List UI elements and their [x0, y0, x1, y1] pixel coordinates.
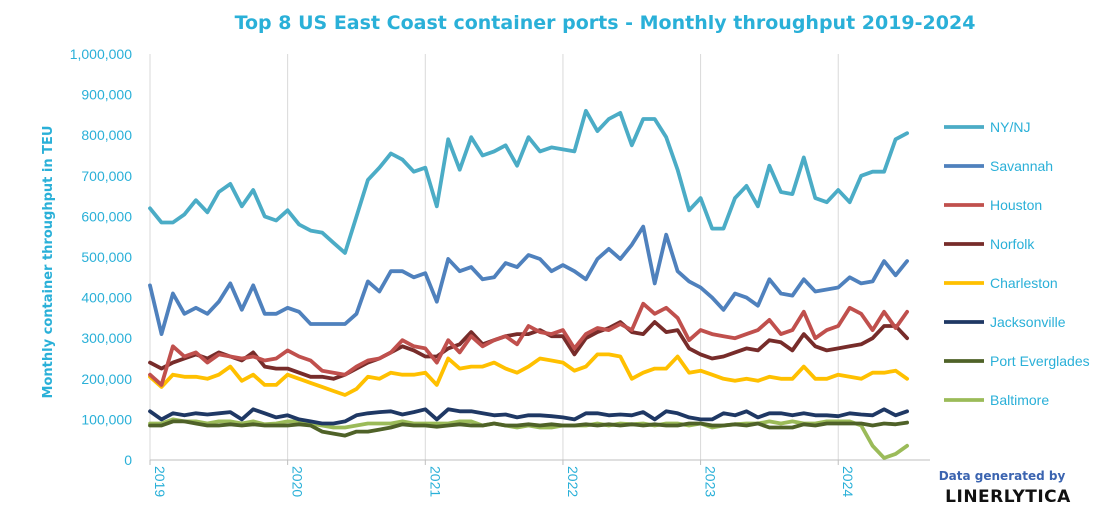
legend-label-norfolk: Norfolk [990, 236, 1035, 252]
y-tick-300,000: 300,000 [81, 330, 132, 346]
y-axis-label: Monthly container throughput in TEU [41, 126, 56, 399]
x-tick-2022: 2022 [565, 466, 581, 497]
x-tick-2023: 2023 [703, 466, 719, 497]
legend: NY/NJ Savannah Houston Norfolk Charleston Jac… [944, 119, 1090, 408]
legend-label-houston: Houston [990, 197, 1042, 213]
y-tick-600,000: 600,000 [81, 208, 132, 224]
x-tick-labels: 2019 2020 2021 2022 2023 2024 [152, 466, 856, 497]
axes [149, 459, 930, 465]
y-tick-800,000: 800,000 [81, 127, 132, 143]
series-ny-nj [148, 108, 909, 255]
y-tick-900,000: 900,000 [81, 87, 132, 103]
x-tick-2024: 2024 [840, 466, 856, 497]
series-jacksonville [148, 407, 909, 426]
legend-label-jacksonville: Jacksonville [990, 314, 1066, 330]
y-tick-700,000: 700,000 [81, 168, 132, 184]
x-tick-2019: 2019 [152, 466, 168, 497]
series-charleston [148, 352, 909, 397]
y-tick-100,000: 100,000 [81, 411, 132, 427]
y-tick-400,000: 400,000 [81, 290, 132, 306]
legend-label-baltimore: Baltimore [990, 392, 1049, 408]
y-tick-200,000: 200,000 [81, 371, 132, 387]
chart-title: Top 8 US East Coast container ports - Mo… [235, 12, 976, 34]
credit-label: Data generated by [939, 469, 1066, 483]
series-savannah [148, 224, 909, 337]
grid [149, 54, 839, 460]
legend-label-charleston: Charleston [990, 275, 1058, 291]
x-tick-2020: 2020 [290, 466, 306, 497]
legend-label-savannah: Savannah [990, 158, 1053, 174]
y-tick-500,000: 500,000 [81, 249, 132, 265]
x-tick-2021: 2021 [427, 466, 443, 497]
series-houston [148, 301, 909, 387]
y-tick-labels: 0 100,000 200,000 300,000 400,000 500,000 600,… [70, 46, 133, 468]
y-tick-0: 0 [124, 452, 132, 468]
series-norfolk [148, 320, 909, 381]
legend-label-port-everglades: Port Everglades [990, 353, 1090, 369]
legend-label-ny-nj: NY/NJ [990, 119, 1030, 135]
y-tick-1,000,000: 1,000,000 [70, 46, 132, 62]
series-lines [148, 108, 909, 460]
credit-logo: LINERLYTICA [945, 487, 1071, 507]
series-port-everglades [148, 419, 909, 438]
